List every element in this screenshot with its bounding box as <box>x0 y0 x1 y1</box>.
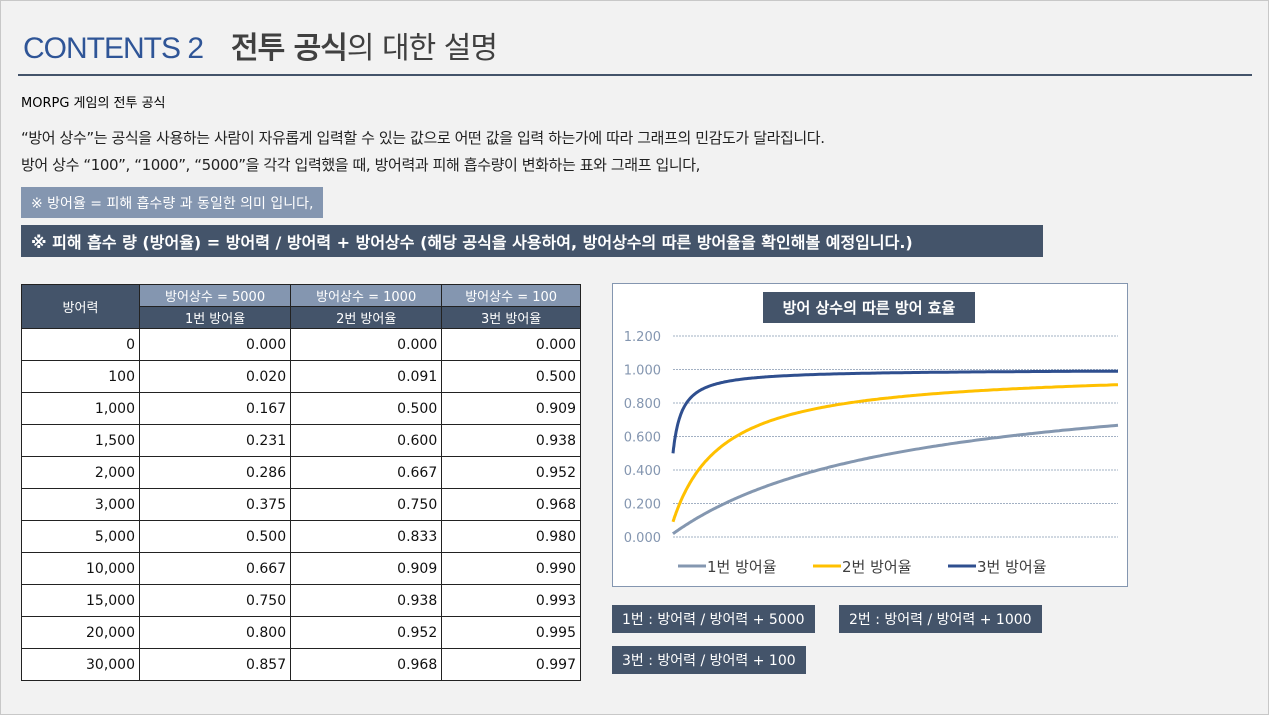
formula-2: 2번 : 방어력 / 방어력 + 1000 <box>839 605 1042 633</box>
defense-rate-cell: 0.938 <box>290 584 443 617</box>
defense-rate-cell: 0.857 <box>138 648 292 681</box>
table-row: 1,000 0.167 0.500 0.909 <box>21 392 581 425</box>
defense-cell: 1,000 <box>21 392 140 425</box>
defense-rate-cell: 0.980 <box>441 520 581 553</box>
series-line <box>671 423 1119 535</box>
description-line-2: 방어 상수 “100”, “1000”, “5000”을 각각 입력했을 때, … <box>21 156 701 174</box>
col-header-series: 2번 방어율 <box>290 306 443 329</box>
defense-rate-cell: 0.000 <box>138 328 292 361</box>
col-header-series: 3번 방어율 <box>441 306 581 329</box>
table-row: 2,000 0.286 0.667 0.952 <box>21 456 581 489</box>
table-row: 0 0.000 0.000 0.000 <box>21 328 581 361</box>
defense-cell: 0 <box>21 328 140 361</box>
col-header-series: 1번 방어율 <box>138 306 292 329</box>
defense-rate-cell: 0.500 <box>138 520 292 553</box>
defense-rate-cell: 0.993 <box>441 584 581 617</box>
table-row: 3,000 0.375 0.750 0.968 <box>21 488 581 521</box>
defense-rate-cell: 0.750 <box>138 584 292 617</box>
defense-cell: 15,000 <box>21 584 140 617</box>
defense-rate-cell: 0.800 <box>138 616 292 649</box>
series-line <box>671 369 1118 454</box>
note-defense-rate: ※ 방어율 = 피해 흡수량 과 동일한 의미 입니다, <box>21 187 324 218</box>
defense-rate-cell: 0.909 <box>441 392 581 425</box>
defense-rate-cell: 0.968 <box>441 488 581 521</box>
page-title: CONTENTS 2 전투 공식의 대한 설명 <box>23 31 498 66</box>
defense-rate-cell: 0.231 <box>138 424 292 457</box>
defense-cell: 1,500 <box>21 424 140 457</box>
defense-rate-cell: 0.750 <box>290 488 443 521</box>
y-tick-label: 0.000 <box>624 531 661 546</box>
legend-label: 3번 방어율 <box>977 558 1047 576</box>
defense-cell: 20,000 <box>21 616 140 649</box>
table-row: 1,500 0.231 0.600 0.938 <box>21 424 581 457</box>
description-line-1: “방어 상수”는 공식을 사용하는 사람이 자유롭게 입력할 수 있는 값으로 … <box>21 129 825 147</box>
y-tick-label: 1.000 <box>624 364 661 379</box>
defense-rate-cell: 0.000 <box>441 328 581 361</box>
defense-cell: 5,000 <box>21 520 140 553</box>
defense-cell: 3,000 <box>21 488 140 521</box>
y-tick-label: 0.200 <box>624 498 661 513</box>
defense-rate-cell: 0.600 <box>290 424 443 457</box>
chart-title-bg <box>763 292 975 323</box>
defense-rate-cell: 0.952 <box>441 456 581 489</box>
defense-cell: 30,000 <box>21 648 140 681</box>
defense-rate-cell: 0.286 <box>138 456 292 489</box>
chart-svg: 방어 상수의 따른 방어 효율 0.000 0.200 0.400 0.600 0.800… <box>624 292 1119 576</box>
y-tick-label: 0.800 <box>624 397 661 412</box>
defense-rate-cell: 0.500 <box>441 360 581 393</box>
defense-rate-cell: 0.667 <box>138 552 292 585</box>
defense-rate-cell: 0.167 <box>138 392 292 425</box>
col-header-constant: 방어상수 = 100 <box>441 284 581 307</box>
table-row: 15,000 0.750 0.938 0.993 <box>21 584 581 617</box>
series-line <box>671 383 1119 523</box>
defense-efficiency-chart: 방어 상수의 따른 방어 효율 0.000 0.200 0.400 0.600 0.800… <box>612 283 1128 587</box>
defense-rate-cell: 0.091 <box>290 360 443 393</box>
defense-rate-cell: 0.997 <box>441 648 581 681</box>
defense-cell: 100 <box>21 360 140 393</box>
defense-rate-cell: 0.000 <box>290 328 443 361</box>
defense-rate-cell: 0.375 <box>138 488 292 521</box>
chart-title: 방어 상수의 따른 방어 효율 <box>783 299 956 317</box>
defense-rate-cell: 0.909 <box>290 552 443 585</box>
col-header-constant: 방어상수 = 1000 <box>290 284 443 307</box>
table-row: 5,000 0.500 0.833 0.980 <box>21 520 581 553</box>
defense-cell: 10,000 <box>21 552 140 585</box>
defense-rate-cell: 0.020 <box>138 360 292 393</box>
col-header-constant: 방어상수 = 5000 <box>138 284 292 307</box>
y-tick-label: 1.200 <box>624 330 661 345</box>
formula-3: 3번 : 방어력 / 방어력 + 100 <box>612 646 806 674</box>
defense-rate-cell: 0.500 <box>290 392 443 425</box>
defense-table: 방어력 방어상수 = 5000 방어상수 = 1000 방어상수 = 100 1… <box>21 284 581 681</box>
defense-rate-cell: 0.667 <box>290 456 443 489</box>
defense-rate-cell: 0.990 <box>441 552 581 585</box>
table-row: 10,000 0.667 0.909 0.990 <box>21 552 581 585</box>
note-formula: ※ 피해 흡수 량 (방어율) = 방어력 / 방어력 + 방어상수 (해당 공… <box>21 225 1043 257</box>
y-tick-label: 0.600 <box>624 431 661 446</box>
defense-rate-cell: 0.833 <box>290 520 443 553</box>
defense-cell: 2,000 <box>21 456 140 489</box>
defense-rate-cell: 0.968 <box>290 648 443 681</box>
title-divider <box>18 74 1252 76</box>
defense-rate-cell: 0.995 <box>441 616 581 649</box>
y-tick-label: 0.400 <box>624 464 661 479</box>
legend-label: 2번 방어율 <box>842 558 912 576</box>
section-subtitle: MORPG 게임의 전투 공식 <box>21 96 166 111</box>
formula-1: 1번 : 방어력 / 방어력 + 5000 <box>612 605 815 633</box>
col-header-defense: 방어력 <box>21 284 140 329</box>
defense-rate-cell: 0.938 <box>441 424 581 457</box>
legend-label: 1번 방어율 <box>707 558 777 576</box>
table-row: 100 0.020 0.091 0.500 <box>21 360 581 393</box>
table-row: 30,000 0.857 0.968 0.997 <box>21 648 581 681</box>
defense-rate-cell: 0.952 <box>290 616 443 649</box>
table-row: 20,000 0.800 0.952 0.995 <box>21 616 581 649</box>
